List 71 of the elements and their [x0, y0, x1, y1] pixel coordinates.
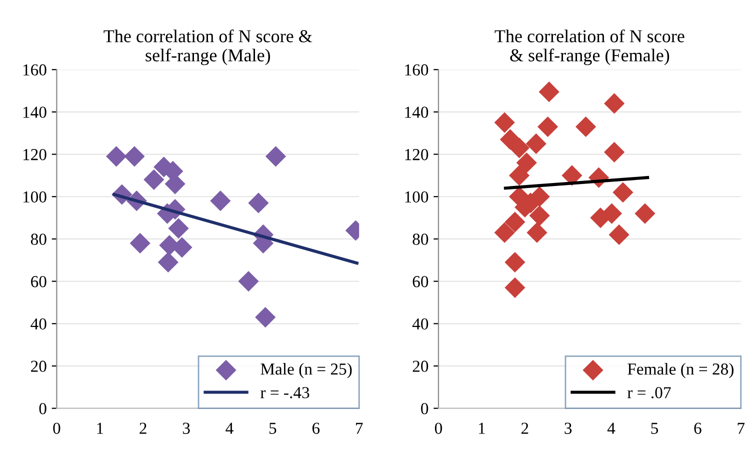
point: [210, 190, 231, 212]
x-tick-label: 2: [521, 422, 528, 434]
x-tick-label: 1: [478, 422, 485, 434]
point: [494, 222, 515, 243]
point: [494, 112, 515, 133]
point: [158, 252, 178, 273]
y-tick-label: 160: [23, 64, 46, 76]
point: [526, 222, 548, 243]
y-tick-label: 80: [30, 234, 46, 245]
point: [508, 165, 530, 186]
point: [504, 277, 526, 298]
point: [604, 93, 625, 114]
y-tick-label: 0: [421, 403, 428, 414]
y-tick-label: 100: [23, 191, 46, 203]
point: [168, 218, 189, 239]
y-tick-label: 20: [412, 360, 428, 372]
point: [516, 152, 537, 174]
point: [238, 271, 259, 292]
point: [604, 142, 625, 162]
y-tick-label: 140: [23, 106, 46, 118]
point: [265, 146, 286, 167]
x-tick-label: 0: [434, 422, 442, 434]
chart-title: The correlation of N score & self-range (Female): [494, 29, 684, 66]
x-tick-label: 4: [607, 422, 616, 434]
y-tick-label: 120: [405, 148, 428, 160]
legend-label: r = .07: [627, 387, 671, 398]
x-tick-label: 1: [97, 422, 104, 434]
x-tick-label: 4: [226, 422, 234, 434]
point: [248, 192, 269, 214]
point: [504, 212, 526, 232]
point: [608, 224, 630, 246]
y-tick-label: 80: [412, 234, 428, 245]
point: [124, 146, 145, 167]
point: [106, 146, 127, 167]
x-tick-label: 5: [270, 422, 276, 434]
x-tick-label: 6: [312, 422, 320, 434]
y-tick-label: 20: [31, 360, 46, 372]
legend-label: Male (n = 25): [260, 362, 352, 378]
x-tick-label: 6: [694, 422, 702, 434]
y-tick-label: 0: [39, 403, 46, 414]
y-tick-label: 140: [405, 106, 428, 118]
point: [612, 182, 634, 203]
point: [575, 116, 596, 138]
chart-title: The correlation of N score & self-range (Male): [104, 29, 312, 66]
point: [526, 133, 546, 154]
x-tick-label: 5: [651, 422, 658, 434]
point: [562, 165, 582, 186]
y-tick-label: 160: [405, 64, 428, 76]
point: [508, 138, 530, 158]
point: [504, 252, 526, 273]
point: [255, 306, 276, 328]
y-tick-label: 100: [405, 191, 428, 203]
point: [529, 205, 550, 226]
x-tick-label: 2: [140, 422, 146, 434]
x-tick-label: 3: [182, 422, 190, 434]
y-tick-label: 60: [31, 276, 46, 288]
x-tick-label: 7: [356, 422, 363, 434]
x-tick-label: 3: [564, 422, 572, 434]
point: [144, 169, 164, 190]
legend-label: r = -.43: [260, 387, 310, 398]
y-tick-label: 60: [412, 276, 428, 288]
point: [634, 203, 656, 224]
y-tick-label: 120: [23, 148, 46, 160]
legend-label: Female (n = 28): [628, 362, 734, 378]
x-tick-label: 0: [53, 422, 60, 434]
point: [537, 116, 558, 138]
x-tick-label: 7: [738, 422, 745, 434]
y-tick-label: 40: [30, 318, 46, 330]
y-tick-label: 40: [412, 318, 428, 330]
point: [130, 232, 150, 254]
point: [538, 82, 560, 102]
